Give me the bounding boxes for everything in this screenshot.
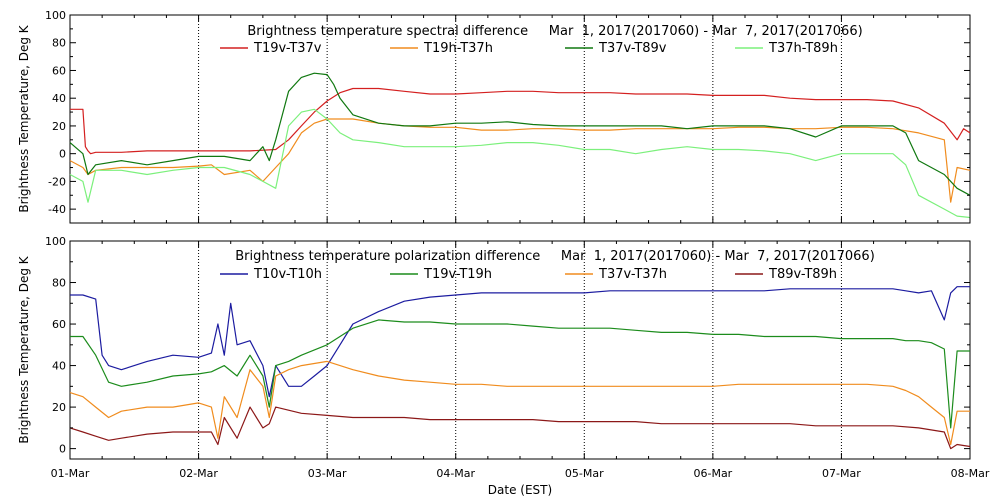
legend-label: T19v-T37v <box>253 41 322 56</box>
legend-item: T19v-T19h <box>390 267 492 282</box>
y-tick-label: 20 <box>52 401 66 414</box>
x-tick-label: 03-Mar <box>308 467 347 480</box>
legend-label: T10v-T10h <box>253 267 322 282</box>
y-tick-label: 40 <box>52 92 66 105</box>
series-line-t37h-t89h <box>69 108 971 219</box>
y-tick-label: 80 <box>52 37 66 50</box>
series-line-t10v-t10h <box>70 286 970 398</box>
x-axis-label: Date (EST) <box>488 483 552 497</box>
series-line-t89v-t89h <box>69 406 971 450</box>
x-tick-label: 04-Mar <box>436 467 475 480</box>
series-line-t19v-t37v <box>70 87 971 155</box>
plot-panel-bottom: 0 20 40 60 80 100 Brightness temperature pola… <box>17 235 971 460</box>
series-line-t37v-t89v <box>69 72 971 196</box>
y-tick-label: 40 <box>52 360 66 373</box>
y-tick-label: 80 <box>52 277 66 290</box>
legend-item: T37h-T89h <box>735 41 838 56</box>
y-tick-label: 100 <box>45 235 66 248</box>
x-tick-label: 02-Mar <box>179 467 218 480</box>
legend-item: T19v-T37v <box>220 41 322 56</box>
legend-label: T89v-T89h <box>768 267 837 282</box>
series-line-t19h-t37h <box>69 118 971 203</box>
x-tick-labels: 01-Mar 02-Mar 03-Mar 04-Mar 05-Mar 06-Mar 07-M… <box>51 467 990 480</box>
legend-item: T10v-T10h <box>220 267 322 282</box>
series-line-t19v-t19h <box>70 319 970 429</box>
legend-label: T19h-T37h <box>423 41 493 56</box>
x-tick-label: 05-Mar <box>565 467 604 480</box>
plot-panel-top: -40 -20 0 20 40 60 80 100 Brightness temperatur… <box>17 9 971 224</box>
y-tick-label: 60 <box>52 64 66 77</box>
y-axis-label-bottom: Brightness Temperature, Deg K <box>17 255 31 443</box>
legend-item: T19h-T37h <box>390 41 493 56</box>
chart-title-top: Brightness temperature spectral differen… <box>247 24 862 39</box>
x-tick-label: 01-Mar <box>51 467 90 480</box>
chart-title-bottom: Brightness temperature polarization diff… <box>235 249 875 264</box>
legend-label: T37v-T89v <box>598 41 667 56</box>
legend-label: T37h-T89h <box>768 41 838 56</box>
y-tick-label: 60 <box>52 318 66 331</box>
y-axis-label-top: Brightness Temperature, Deg K <box>17 24 31 212</box>
legend-item: T37v-T37h <box>565 267 667 282</box>
legend-label: T37v-T37h <box>598 267 667 282</box>
legend-label: T19v-T19h <box>423 267 492 282</box>
x-tick-label: 08-Mar <box>951 467 990 480</box>
y-tick-label: -40 <box>48 203 66 216</box>
y-tick-label: -20 <box>48 175 66 188</box>
y-tick-label: 100 <box>45 9 66 22</box>
y-tick-label: 0 <box>59 148 66 161</box>
y-tick-label: 20 <box>52 120 66 133</box>
series-line-t37v-t37h <box>69 360 970 446</box>
legend-item: T37v-T89v <box>565 41 667 56</box>
y-tick-label: 0 <box>59 443 66 456</box>
x-tick-label: 07-Mar <box>822 467 861 480</box>
x-tick-label: 06-Mar <box>693 467 732 480</box>
legend-item: T89v-T89h <box>735 267 837 282</box>
